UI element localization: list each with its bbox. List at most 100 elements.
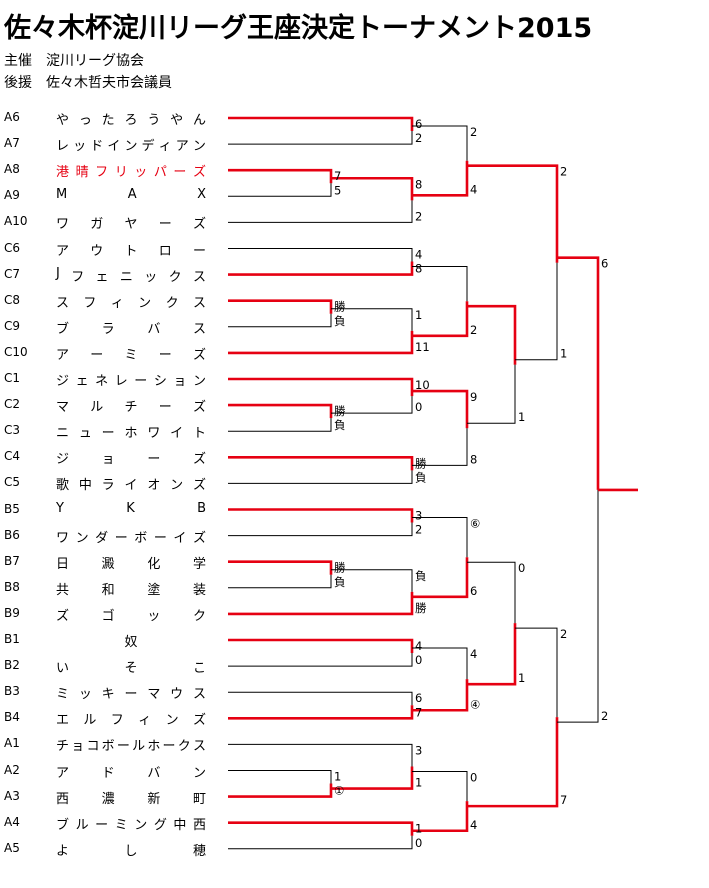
team-seed: B7 xyxy=(4,553,20,568)
team-name: 歌中ライオンズ xyxy=(56,478,206,494)
bracket-line-winner xyxy=(228,299,333,314)
bracket-line xyxy=(228,574,332,589)
team-seed: A8 xyxy=(4,162,20,177)
team-name: アーミーズ xyxy=(56,347,206,363)
bracket-line xyxy=(228,200,413,223)
team-name: 奴 xyxy=(124,635,138,650)
match-score: 勝 xyxy=(334,300,346,314)
team-seed: B8 xyxy=(4,579,20,594)
team-name: ズゴック xyxy=(56,608,206,624)
bracket-line xyxy=(228,691,413,706)
bracket-line xyxy=(228,743,413,767)
bracket-line xyxy=(228,522,413,537)
match-score: 4 xyxy=(470,647,477,661)
match-score: 0 xyxy=(415,400,422,414)
match-score: 勝 xyxy=(334,561,346,575)
match-score: 1 xyxy=(415,822,422,836)
team-seed: A1 xyxy=(4,736,20,751)
match-score: 2 xyxy=(415,209,422,223)
bracket-line xyxy=(228,653,413,667)
team-seed: C1 xyxy=(4,371,21,385)
team-name: いそこ xyxy=(56,661,206,677)
match-score: 6 xyxy=(415,117,422,131)
organizer-label: 主催 xyxy=(4,53,32,69)
bracket-line-winner xyxy=(228,560,333,575)
match-score: 1 xyxy=(560,347,567,361)
team-seed: A10 xyxy=(4,214,28,229)
bracket-line xyxy=(557,489,599,723)
team-name: やったろうやん xyxy=(56,113,206,128)
bracket-line xyxy=(412,647,468,680)
team-seed: A9 xyxy=(4,188,20,203)
team-seed: C5 xyxy=(4,475,21,490)
bracket-line xyxy=(228,183,332,197)
match-score: 1 xyxy=(518,410,525,424)
bracket-line xyxy=(228,770,332,784)
team-name: 共和塗装 xyxy=(56,582,206,598)
match-score: ④ xyxy=(470,697,480,711)
match-score: 4 xyxy=(415,248,422,262)
team-seed: C8 xyxy=(4,292,21,307)
bracket-line xyxy=(228,248,413,262)
match-score: 2 xyxy=(560,627,567,641)
bracket-line-winner xyxy=(228,638,414,654)
bracket-line-winner xyxy=(412,801,469,833)
match-score: 0 xyxy=(415,836,422,850)
match-score: 4 xyxy=(470,818,477,832)
team-seed: C6 xyxy=(4,240,21,255)
team-seed: C10 xyxy=(4,344,28,359)
bracket-line-winner xyxy=(228,705,414,720)
match-score: 2 xyxy=(601,709,608,723)
bracket-line xyxy=(412,428,468,466)
sponsor-label: 後援 xyxy=(4,75,32,91)
match-score: 10 xyxy=(415,378,430,392)
bracket-line-winner xyxy=(412,679,469,712)
team-seed: A6 xyxy=(4,110,20,124)
team-seed: A4 xyxy=(4,814,20,829)
match-score: 3 xyxy=(415,509,422,523)
team-name: ワガヤーズ xyxy=(56,217,206,233)
bracket-line-winner xyxy=(228,783,333,798)
team-name: チョコボールホークス xyxy=(56,739,206,755)
bracket-line-winner xyxy=(412,389,469,429)
team-name: 港晴フリッパーズ xyxy=(56,165,206,181)
match-score: 4 xyxy=(415,639,422,653)
match-score: 1 xyxy=(415,308,422,322)
bracket-line-winner xyxy=(228,821,414,836)
match-score: 6 xyxy=(470,584,477,598)
team-name: 西濃新町 xyxy=(56,791,206,807)
bracket-line xyxy=(228,313,332,328)
team-seed: C9 xyxy=(4,318,21,333)
match-score: 勝 xyxy=(415,601,427,615)
match-score: 1 xyxy=(518,671,525,685)
team-seed: A7 xyxy=(4,136,20,151)
bracket-line xyxy=(331,308,413,331)
sponsor-line: 後援 佐々木哲夫市会議員 xyxy=(4,72,172,92)
team-seed: C7 xyxy=(4,266,21,281)
team-name: スフィンクス xyxy=(56,295,206,311)
match-score: ① xyxy=(334,784,344,798)
bracket-line xyxy=(331,569,413,592)
team-name: アドバン xyxy=(56,765,206,781)
team-name: ミッキーマウス xyxy=(56,687,206,703)
match-score: 勝 xyxy=(334,404,346,418)
team-seed: A2 xyxy=(4,762,20,777)
team-seed: C3 xyxy=(4,423,21,438)
match-score: 負 xyxy=(334,575,346,589)
match-score: 6 xyxy=(415,691,422,705)
bracket-line-winner xyxy=(228,261,414,276)
team-seed: B2 xyxy=(4,658,20,673)
match-score: 負 xyxy=(334,418,346,432)
match-score: 2 xyxy=(470,323,477,337)
team-seed: C2 xyxy=(4,397,21,412)
match-score: 8 xyxy=(415,177,422,191)
match-score: 0 xyxy=(415,653,422,667)
bracket-line xyxy=(467,364,516,424)
team-seed: B1 xyxy=(4,632,20,646)
bracket-line xyxy=(515,627,558,718)
team-name: ワンダーボーイズ xyxy=(56,530,206,546)
